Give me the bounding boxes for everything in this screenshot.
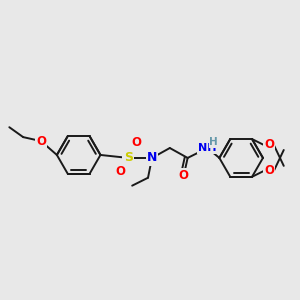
Text: O: O [264,164,274,177]
Text: O: O [36,135,46,148]
Text: N: N [147,152,157,164]
Text: H: H [209,137,218,147]
Text: NH: NH [198,143,217,153]
Text: O: O [115,165,125,178]
Text: O: O [179,169,189,182]
Text: O: O [264,139,274,152]
Text: O: O [131,136,141,148]
Text: S: S [124,152,133,164]
